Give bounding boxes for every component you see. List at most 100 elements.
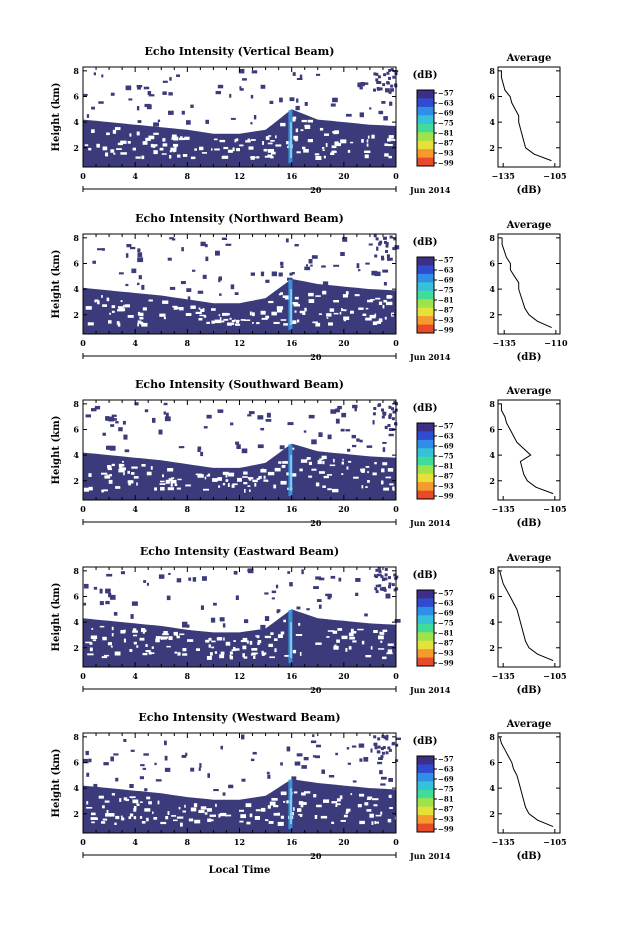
echo-gap — [219, 812, 227, 817]
echo-gap — [203, 315, 207, 318]
echo-gap — [141, 629, 147, 633]
echo-gap — [184, 136, 190, 140]
echo-gap — [98, 795, 104, 799]
echo-gap — [176, 487, 181, 490]
echo-gap — [218, 813, 221, 818]
echo-gap — [331, 150, 336, 153]
echo-gap — [219, 139, 226, 143]
echo-block — [120, 571, 125, 575]
echo-gap — [105, 152, 109, 157]
echo-block — [393, 573, 397, 577]
colorbar-swatch — [417, 290, 434, 300]
echo-gap — [233, 646, 236, 650]
y-tick-label: 6 — [73, 757, 79, 767]
echo-block — [137, 248, 141, 253]
echo-gap — [206, 321, 210, 324]
echo-block — [375, 568, 379, 572]
echo-gap — [302, 146, 306, 150]
echo-gap — [152, 145, 156, 148]
colorbar-tick-label: −69 — [438, 276, 454, 285]
echo-block — [131, 268, 137, 274]
echo-gap — [157, 800, 160, 805]
echo-gap — [392, 486, 395, 491]
echo-block — [276, 609, 281, 612]
echo-block — [130, 614, 134, 619]
echo-gap — [374, 462, 377, 465]
echo-block — [265, 419, 272, 422]
echo-block — [279, 97, 283, 103]
x-tick-label: 20 — [338, 171, 350, 181]
echo-block — [136, 106, 140, 111]
echo-gap — [211, 320, 215, 324]
echo-gap — [292, 116, 297, 120]
echo-gap — [380, 640, 383, 643]
echo-block — [200, 241, 206, 247]
echo-block — [370, 748, 373, 753]
echo-gap — [225, 479, 229, 482]
echo-block — [306, 608, 310, 611]
echo-gap — [280, 631, 285, 635]
echo-gap — [160, 486, 165, 491]
echo-gap — [282, 461, 288, 464]
echo-block — [392, 75, 396, 79]
echo-gap — [292, 118, 296, 122]
echo-gap — [185, 313, 192, 316]
echo-gap — [280, 480, 287, 485]
echo-block — [381, 751, 385, 755]
echo-gap — [372, 798, 379, 801]
panel-2: Echo Intensity (Northward Beam) 2 4 6 8 Heigh… — [51, 212, 568, 363]
echo-gap — [371, 134, 375, 139]
echo-gap — [118, 468, 125, 473]
echo-block — [388, 90, 392, 94]
echo-gap — [257, 641, 260, 645]
echo-block — [301, 765, 307, 769]
echo-block — [207, 773, 210, 778]
date-label: Jun 2014 — [409, 185, 451, 195]
echo-block — [387, 255, 390, 260]
y-tick-label: 6 — [73, 258, 79, 268]
echo-block — [188, 577, 192, 581]
echo-block — [373, 574, 377, 578]
echo-gap — [103, 654, 110, 657]
echo-gap — [151, 646, 154, 649]
echo-block — [251, 70, 258, 74]
echo-gap — [174, 145, 177, 149]
echo-block — [136, 85, 143, 88]
echo-gap — [114, 651, 121, 656]
echo-block — [280, 762, 283, 766]
echo-block — [296, 78, 303, 80]
echo-gap — [278, 634, 283, 638]
echo-gap — [299, 652, 302, 656]
echo-block — [310, 264, 313, 267]
echo-gap — [135, 156, 141, 159]
colorbar-swatch — [417, 90, 434, 99]
echo-gap — [334, 150, 337, 153]
average-y-tick-label: 6 — [489, 591, 495, 601]
echo-block — [381, 257, 385, 261]
echo-block — [377, 737, 381, 741]
y-tick-label: 6 — [73, 91, 79, 101]
echo-block — [373, 735, 377, 739]
echo-gap — [300, 459, 308, 463]
echo-gap — [115, 127, 121, 131]
echo-block — [391, 407, 394, 411]
echo-gap — [352, 640, 357, 643]
echo-gap — [227, 149, 233, 153]
echo-gap — [150, 143, 154, 148]
echo-block — [330, 409, 337, 414]
echo-block — [155, 779, 162, 782]
echo-gap — [301, 792, 306, 796]
echo-gap — [114, 822, 117, 825]
echo-gap — [168, 636, 173, 640]
echo-gap — [121, 817, 124, 820]
echo-block — [386, 71, 390, 75]
x-tick-label: 8 — [185, 837, 191, 847]
echo-block — [304, 102, 308, 106]
echo-block — [123, 434, 128, 440]
strong-echo-core — [290, 455, 293, 492]
echo-block — [381, 776, 387, 780]
echo-gap — [119, 464, 125, 467]
echo-block — [83, 93, 88, 96]
echo-gap — [374, 821, 379, 824]
echo-block — [163, 411, 166, 415]
